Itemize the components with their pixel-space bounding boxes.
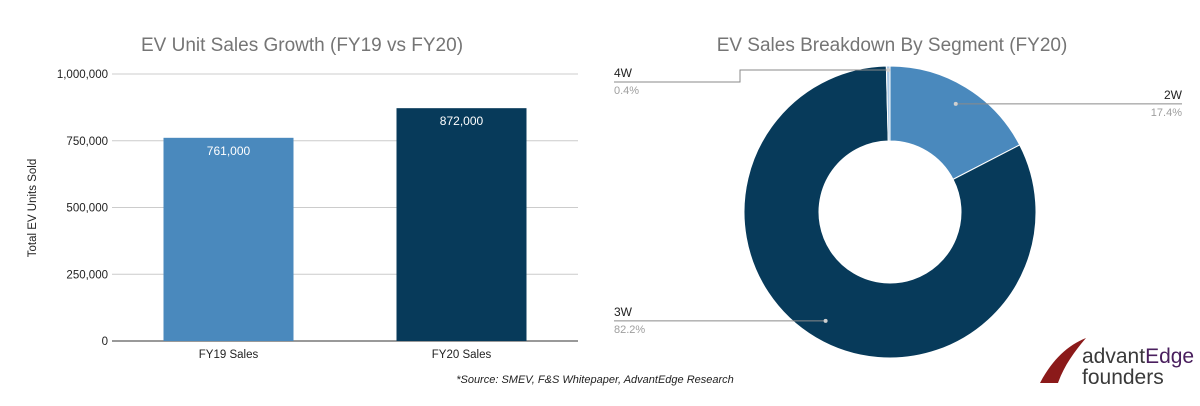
donut-chart-title: EV Sales Breakdown By Segment (FY20) [717,35,1068,56]
bars: 761,000 872,000 [163,108,527,342]
logo-subline: founders [1082,366,1164,389]
slice-label: 2W [1164,88,1183,102]
leader-line [614,69,889,83]
advantedge-logo: advantEdge founders [1040,338,1194,389]
y-tick-label: 500,000 [66,203,108,215]
bar-value-label: 872,000 [440,114,484,128]
slice-label: 3W [614,305,633,319]
leader-dot [823,318,828,323]
donut-slice-4w [885,65,891,142]
bar-chart: EV Unit Sales Growth (FY19 vs FY20) Tota… [27,35,578,361]
x-tick-label: FY20 Sales [432,349,492,361]
slice-label: 4W [614,66,633,80]
logo-wordmark: advantEdge [1082,345,1194,368]
leader-dot [953,101,958,106]
bar-value-label: 761,000 [207,144,251,158]
donut-slice-3w [743,65,1037,359]
slice-percent-label: 0.4% [614,85,639,97]
slice-percent-label: 82.2% [614,324,645,336]
y-tick-label: 1,000,000 [57,69,108,81]
slice-percent-label: 17.4% [1151,107,1182,119]
bar-chart-title: EV Unit Sales Growth (FY19 vs FY20) [141,35,463,56]
bar [396,108,527,342]
donut-labels: 2W 17.4% 3W 82.2% 4W 0.4% [614,66,1183,336]
x-tick-labels: FY19 Sales FY20 Sales [199,349,492,361]
y-tick-labels: 0 250,000 500,000 750,000 1,000,000 [57,69,108,348]
y-tick-label: 750,000 [66,136,108,148]
donut-slices [743,65,1037,359]
logo-swoosh-icon [1040,338,1086,383]
y-axis-label: Total EV Units Sold [27,159,39,257]
y-tick-label: 0 [102,336,108,348]
y-tick-label: 250,000 [66,269,108,281]
bar [163,137,294,341]
source-note: *Source: SMEV, F&S Whitepaper, AdvantEdg… [456,374,734,386]
x-tick-label: FY19 Sales [199,349,259,361]
donut-chart: EV Sales Breakdown By Segment (FY20) 2W 1… [614,35,1183,359]
leader-dot [886,68,891,73]
